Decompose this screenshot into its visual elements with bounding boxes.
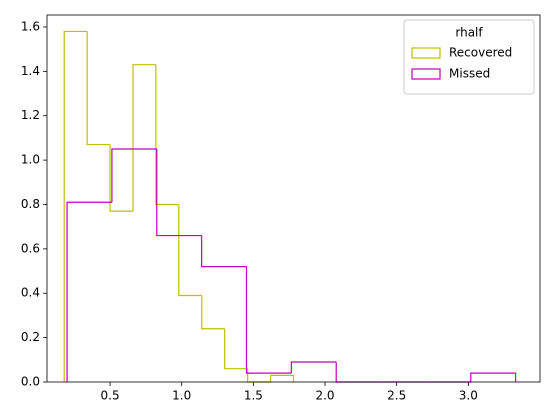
x-tick-label: 2.0	[315, 389, 334, 403]
histogram-bar	[178, 204, 202, 297]
legend-swatch	[411, 47, 441, 59]
histogram-bar	[335, 362, 382, 383]
legend-swatch	[411, 68, 441, 80]
legend-title: rhalf	[455, 26, 483, 40]
plot-frame	[46, 14, 541, 383]
histogram-bar	[247, 368, 271, 383]
legend-label: Missed	[449, 67, 490, 81]
y-tick-label: 0.6	[21, 241, 40, 255]
histogram-bar	[111, 148, 157, 203]
y-tick-label: 0.0	[21, 375, 40, 389]
histogram-bar	[201, 235, 247, 268]
histogram-bar	[63, 30, 88, 382]
histogram-bar	[66, 201, 112, 382]
legend-label: Recovered	[449, 46, 512, 60]
histogram-bar	[224, 328, 248, 370]
histogram-bar	[290, 361, 337, 374]
legend-box	[403, 19, 535, 95]
y-tick-label: 0.4	[21, 286, 40, 300]
y-tick-label: 1.4	[21, 64, 40, 78]
histogram-bar	[245, 266, 292, 374]
y-tick-label: 1.0	[21, 153, 40, 167]
y-tick-label: 0.8	[21, 197, 40, 211]
x-tick-label: 0.5	[101, 389, 120, 403]
histogram-bar	[109, 144, 133, 212]
histogram-bar	[132, 64, 156, 212]
x-tick-label: 1.5	[244, 389, 263, 403]
y-tick-label: 1.6	[21, 19, 40, 33]
x-tick-label: 1.0	[172, 389, 191, 403]
y-tick-label: 1.2	[21, 108, 40, 122]
histogram-bar	[86, 31, 111, 146]
x-tick-label: 2.5	[387, 389, 406, 403]
histogram-bar	[156, 149, 202, 237]
histogram-bar	[201, 295, 225, 330]
histogram-bar	[470, 372, 517, 382]
histogram-bar	[155, 64, 179, 206]
y-tick-label: 0.2	[21, 330, 40, 344]
histogram-bar	[269, 374, 295, 382]
x-tick-label: 3.0	[459, 389, 478, 403]
